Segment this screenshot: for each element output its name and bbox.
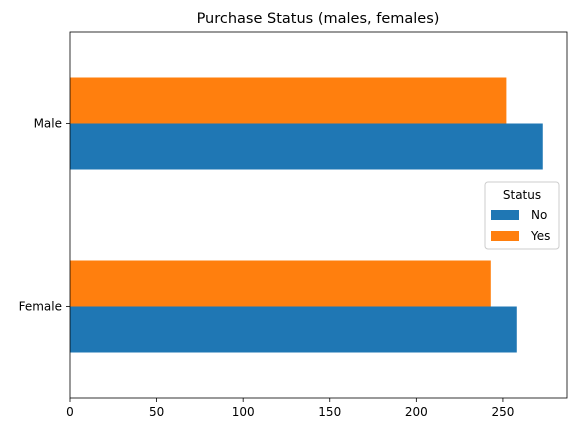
bar-female-yes (70, 260, 491, 307)
bar-male-yes (70, 77, 507, 124)
chart-title: Purchase Status (males, females) (197, 11, 440, 27)
x-tick-label: 0 (66, 405, 74, 419)
legend-items: No Yes (491, 208, 550, 243)
x-tick-label: 150 (318, 405, 341, 419)
y-tick-label-female: Female (19, 300, 62, 314)
bar-male-no (70, 123, 543, 170)
legend-label-yes: Yes (530, 229, 550, 243)
legend-title: Status (503, 188, 541, 202)
plot-frame (69, 31, 568, 399)
x-tick-label: 50 (149, 405, 164, 419)
y-axis: Female Male (19, 117, 70, 314)
x-axis: 0 50 100 150 200 250 (66, 398, 514, 419)
bar-female-no (70, 306, 517, 353)
x-tick-label: 200 (405, 405, 428, 419)
legend-swatch-no (491, 210, 519, 220)
y-tick-label-male: Male (34, 117, 62, 131)
legend-swatch-yes (491, 231, 519, 241)
x-tick-label: 250 (491, 405, 514, 419)
bars-group (70, 77, 543, 353)
legend-label-no: No (531, 208, 547, 222)
x-tick-label: 100 (232, 405, 255, 419)
legend: Status No Yes (484, 181, 560, 250)
